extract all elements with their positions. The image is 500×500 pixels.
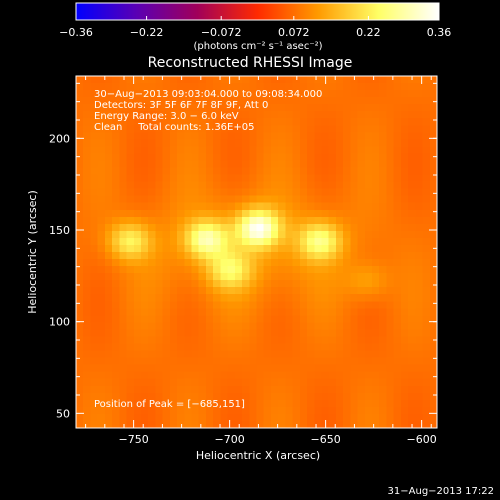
colorbar-tick-label: −0.22: [130, 26, 164, 39]
info-line-4: Clean Total counts: 1.36E+05: [94, 122, 254, 133]
peak-position-label: Position of Peak = [−685,151]: [94, 399, 245, 410]
colorbar-tick-label: −0.36: [59, 26, 93, 39]
footer-date: 31−Aug−2013 17:22: [388, 486, 494, 497]
info-line-3: Energy Range: 3.0 − 6.0 keV: [94, 111, 239, 122]
y-tick-label: 100: [49, 316, 70, 329]
x-tick-label: −700: [215, 433, 245, 446]
chart-title: Reconstructed RHESSI Image: [148, 55, 353, 71]
colorbar-unit-label: (photons cm⁻² s⁻¹ asec⁻²): [193, 41, 322, 52]
y-tick-label: 50: [56, 407, 70, 420]
x-tick-label: −600: [407, 433, 437, 446]
info-line-2: Detectors: 3F 5F 6F 7F 8F 9F, Att 0: [94, 100, 268, 111]
colorbar-tick-label: 0.22: [356, 26, 381, 39]
x-tick-label: −650: [311, 433, 341, 446]
colorbar-tick-label: −0.072: [201, 26, 242, 39]
plot-frame: [75, 75, 438, 429]
y-axis-label: Heliocentric Y (arcsec): [26, 190, 39, 314]
axis-ticks: −750 −700 −650 −600 50 100 150 200: [49, 76, 437, 446]
y-tick-label: 200: [49, 132, 70, 145]
x-axis-label: Heliocentric X (arcsec): [196, 449, 320, 462]
colorbar-tick-label: 0.36: [427, 26, 452, 39]
colorbar-ticks: −0.36 −0.22 −0.072 0.072 0.22 0.36: [59, 16, 451, 39]
x-tick-label: −750: [118, 433, 148, 446]
colorbar-tick-label: 0.072: [278, 26, 310, 39]
colorbar: [75, 2, 440, 21]
heatmap-image: [76, 76, 437, 428]
y-tick-label: 150: [49, 224, 70, 237]
info-line-1: 30−Aug−2013 09:03:04.000 to 09:08:34.000: [94, 89, 322, 100]
